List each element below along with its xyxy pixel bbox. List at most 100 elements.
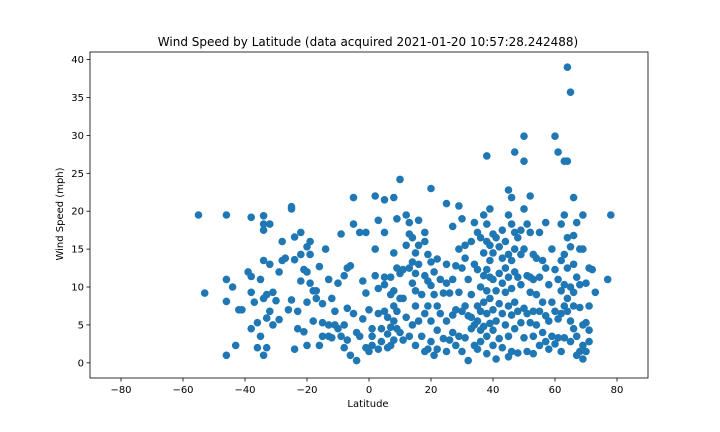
data-point [498,226,507,234]
data-point [526,318,534,327]
data-point [532,321,541,329]
data-point [396,175,404,184]
data-point [328,334,336,342]
data-point [275,268,283,276]
data-point [576,303,584,312]
data-point [269,321,277,329]
data-point [452,341,460,350]
data-point [507,347,516,356]
data-point [483,265,491,274]
data-point [362,289,370,297]
data-point [489,306,497,314]
data-point [538,328,547,337]
data-point [603,275,612,284]
data-point [483,287,491,295]
data-point [548,332,556,341]
data-point [501,288,510,297]
data-point [554,275,562,284]
data-point [346,262,355,270]
data-point [256,275,265,284]
data-point [520,334,528,342]
data-point [399,294,407,303]
data-point [529,332,538,341]
data-point [554,334,562,342]
data-point [303,268,311,276]
data-point [504,332,513,341]
data-point [228,283,237,291]
data-point [467,290,476,299]
data-point [349,220,358,228]
data-point [554,148,562,156]
data-point [368,332,376,341]
data-point [492,287,500,295]
data-point [566,317,575,325]
data-point [262,290,271,299]
data-point [297,250,305,259]
data-point [253,318,262,327]
data-point [297,228,305,237]
data-point [492,355,500,363]
data-point [483,309,491,318]
data-point [476,307,485,316]
data-point [259,220,268,228]
data-point [448,222,457,231]
data-point [483,332,491,341]
data-point [501,237,510,246]
data-point [430,290,438,299]
data-point [517,226,525,234]
data-point [331,307,339,316]
y-tick-label: 0 [78,358,84,369]
data-point [247,324,255,333]
data-point [380,280,389,289]
data-point [523,220,531,228]
data-point [523,309,531,318]
data-point [532,290,541,299]
data-point [365,306,373,314]
data-point [427,258,435,266]
data-point [476,283,485,291]
data-point [247,272,255,281]
data-point [510,245,519,253]
x-tick-label: −60 [172,385,193,396]
x-tick-label: −80 [110,385,131,396]
data-point [541,218,550,227]
data-point [560,211,569,219]
data-point [563,157,572,165]
y-tick-label: 10 [71,283,84,294]
data-point [421,309,429,318]
data-point [535,307,544,316]
data-point [452,306,460,314]
data-point [417,290,426,299]
data-point [514,349,522,357]
data-point [290,255,299,264]
data-point [489,275,497,284]
data-point [566,337,575,346]
data-point [507,311,516,319]
data-point [486,256,494,265]
data-point [259,256,268,265]
data-point [445,336,454,344]
data-point [576,347,584,356]
data-point [402,211,411,219]
data-point [557,256,565,265]
data-point [399,265,407,274]
data-point [318,299,327,308]
data-point [433,255,442,263]
data-point [479,322,488,331]
data-point [579,211,587,219]
data-point [256,332,265,341]
data-point [374,345,383,354]
data-point [293,324,302,333]
data-point [383,330,392,338]
data-point [563,264,572,272]
data-point [504,302,513,310]
data-point [293,307,302,316]
data-point [504,273,513,282]
data-point [545,280,553,289]
data-point [473,317,482,325]
chart-title: Wind Speed by Latitude (data acquired 20… [158,35,578,49]
data-point [436,309,445,318]
data-point [390,249,398,257]
data-point [507,284,516,293]
data-point [514,273,522,282]
